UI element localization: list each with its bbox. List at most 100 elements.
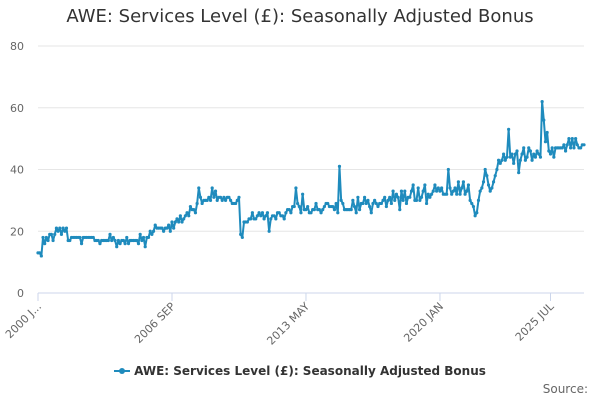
data-point[interactable] <box>535 149 539 153</box>
data-point[interactable] <box>468 198 472 202</box>
data-point[interactable] <box>59 232 64 236</box>
data-point[interactable] <box>210 186 214 190</box>
data-point[interactable] <box>560 146 564 150</box>
data-point[interactable] <box>54 226 59 230</box>
data-point[interactable] <box>177 220 181 224</box>
data-point[interactable] <box>339 198 343 202</box>
data-point[interactable] <box>438 189 442 193</box>
data-point[interactable] <box>429 192 434 196</box>
data-point[interactable] <box>150 232 154 236</box>
data-point[interactable] <box>527 146 531 150</box>
data-point[interactable] <box>265 211 270 215</box>
data-point[interactable] <box>64 226 69 230</box>
data-point[interactable] <box>450 192 454 196</box>
data-point[interactable] <box>513 152 517 156</box>
data-point[interactable] <box>332 208 337 212</box>
data-point[interactable] <box>503 158 507 162</box>
data-point[interactable] <box>43 242 47 246</box>
data-point[interactable] <box>326 201 330 206</box>
data-point[interactable] <box>533 155 538 159</box>
data-point[interactable] <box>436 186 440 190</box>
data-point[interactable] <box>160 226 164 230</box>
data-point[interactable] <box>125 235 129 240</box>
data-point[interactable] <box>136 242 141 246</box>
data-point[interactable] <box>331 204 335 209</box>
data-point[interactable] <box>267 229 271 233</box>
data-point[interactable] <box>245 220 249 224</box>
data-point[interactable] <box>471 204 476 209</box>
data-point[interactable] <box>213 189 218 193</box>
data-point[interactable] <box>208 198 213 202</box>
data-point[interactable] <box>173 220 177 224</box>
data-point[interactable] <box>466 183 471 187</box>
data-point[interactable] <box>528 149 533 153</box>
data-point[interactable] <box>240 235 244 240</box>
data-point[interactable] <box>493 174 497 178</box>
data-point[interactable] <box>537 152 541 156</box>
data-point[interactable] <box>502 152 506 156</box>
data-point[interactable] <box>389 201 393 206</box>
data-point[interactable] <box>490 186 494 190</box>
data-point[interactable] <box>116 238 120 243</box>
data-point[interactable] <box>381 198 385 202</box>
data-point[interactable] <box>38 251 42 255</box>
data-point[interactable] <box>572 146 576 150</box>
data-point[interactable] <box>180 220 184 224</box>
data-point[interactable] <box>205 198 209 202</box>
data-point[interactable] <box>235 198 239 202</box>
data-point[interactable] <box>354 211 358 215</box>
data-point[interactable] <box>548 152 553 156</box>
data-point[interactable] <box>403 189 407 193</box>
data-point[interactable] <box>319 211 323 215</box>
data-point[interactable] <box>401 198 405 202</box>
data-point[interactable] <box>518 158 522 162</box>
data-point[interactable] <box>254 217 258 221</box>
data-point[interactable] <box>296 201 300 206</box>
data-point[interactable] <box>356 195 360 199</box>
data-point[interactable] <box>416 186 420 190</box>
data-point[interactable] <box>520 152 524 156</box>
legend-item[interactable]: AWE: Services Level (£): Seasonally Adju… <box>114 364 486 378</box>
data-point[interactable] <box>357 208 362 212</box>
data-point[interactable] <box>153 223 157 227</box>
data-point[interactable] <box>165 226 169 230</box>
data-point[interactable] <box>227 195 231 199</box>
data-point[interactable] <box>582 143 586 147</box>
data-point[interactable] <box>337 164 342 169</box>
data-point[interactable] <box>411 183 415 187</box>
data-point[interactable] <box>349 208 353 212</box>
data-point[interactable] <box>46 238 50 243</box>
data-point[interactable] <box>195 201 199 206</box>
data-point[interactable] <box>63 229 67 233</box>
data-point[interactable] <box>569 146 573 150</box>
data-point[interactable] <box>448 186 452 190</box>
data-point[interactable] <box>264 214 268 218</box>
data-point[interactable] <box>393 198 397 202</box>
data-point[interactable] <box>229 198 233 202</box>
data-point[interactable] <box>200 201 204 206</box>
data-point[interactable] <box>485 174 489 178</box>
data-point[interactable] <box>212 195 216 199</box>
data-point[interactable] <box>570 137 574 141</box>
data-point[interactable] <box>418 198 422 202</box>
data-point[interactable] <box>488 189 492 193</box>
data-point[interactable] <box>123 242 127 246</box>
data-point[interactable] <box>218 195 223 199</box>
data-point[interactable] <box>414 198 419 202</box>
data-point[interactable] <box>461 180 466 184</box>
data-point[interactable] <box>366 198 370 202</box>
data-point[interactable] <box>543 140 548 144</box>
data-point[interactable] <box>394 192 399 196</box>
data-point[interactable] <box>121 238 126 243</box>
data-point[interactable] <box>223 198 228 202</box>
data-point[interactable] <box>473 214 477 218</box>
data-point[interactable] <box>260 211 265 215</box>
data-point[interactable] <box>187 214 191 218</box>
data-point[interactable] <box>498 161 502 165</box>
data-point[interactable] <box>297 204 301 209</box>
data-point[interactable] <box>419 195 424 199</box>
data-point[interactable] <box>257 211 261 215</box>
data-point[interactable] <box>193 211 198 215</box>
data-point[interactable] <box>215 198 219 202</box>
data-point[interactable] <box>579 146 583 150</box>
